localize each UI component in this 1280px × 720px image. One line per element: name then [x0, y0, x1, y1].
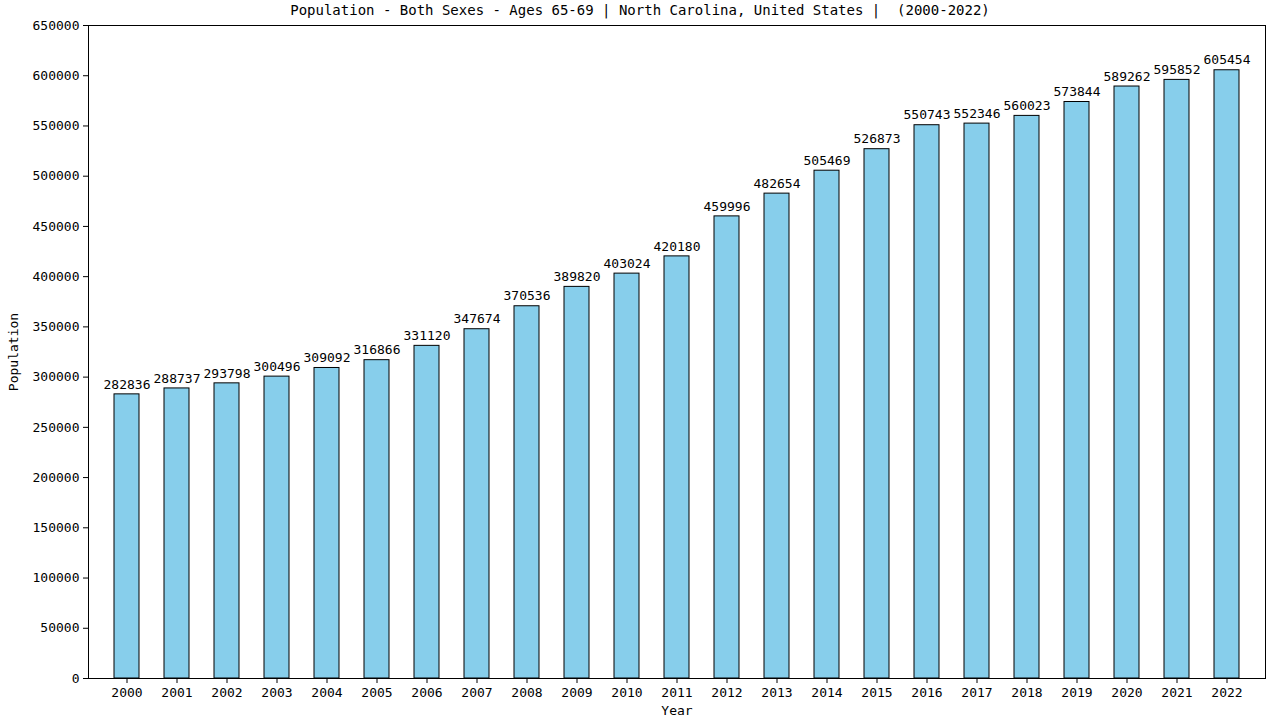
- svg-text:250000: 250000: [33, 420, 80, 435]
- svg-text:300000: 300000: [33, 369, 80, 384]
- svg-text:0: 0: [72, 671, 80, 686]
- svg-text:2021: 2021: [1161, 685, 1192, 700]
- svg-text:2006: 2006: [411, 685, 442, 700]
- svg-text:550000: 550000: [33, 118, 80, 133]
- svg-text:505469: 505469: [804, 153, 851, 168]
- svg-text:650000: 650000: [33, 20, 80, 33]
- svg-text:50000: 50000: [40, 620, 79, 635]
- svg-text:2018: 2018: [1011, 685, 1042, 700]
- svg-text:Year: Year: [661, 703, 692, 718]
- svg-text:309092: 309092: [304, 350, 351, 365]
- html-text:Population - Both Sexes - Ages: Population - Both Sexes - Ages 65-69 | N…: [290, 2, 990, 18]
- svg-text:450000: 450000: [33, 219, 80, 234]
- svg-text:150000: 150000: [33, 520, 80, 535]
- svg-text:550743: 550743: [904, 107, 951, 122]
- svg-text:500000: 500000: [33, 168, 80, 183]
- svg-text:2012: 2012: [711, 685, 742, 700]
- svg-text:605454: 605454: [1204, 52, 1251, 67]
- svg-text:400000: 400000: [33, 269, 80, 284]
- svg-text:2001: 2001: [161, 685, 192, 700]
- svg-text:316866: 316866: [354, 342, 401, 357]
- svg-text:2017: 2017: [961, 685, 992, 700]
- svg-text:200000: 200000: [33, 470, 80, 485]
- svg-text:282836: 282836: [104, 377, 151, 392]
- svg-text:2020: 2020: [1111, 685, 1142, 700]
- svg-text:595852: 595852: [1154, 62, 1201, 77]
- svg-text:288737: 288737: [154, 371, 201, 386]
- svg-text:331120: 331120: [404, 328, 451, 343]
- svg-text:Population: Population: [6, 313, 21, 391]
- svg-text:293798: 293798: [204, 366, 251, 381]
- svg-text:347674: 347674: [454, 311, 501, 326]
- svg-text:420180: 420180: [654, 239, 701, 254]
- svg-text:2010: 2010: [611, 685, 642, 700]
- svg-text:600000: 600000: [33, 68, 80, 83]
- svg-text:2019: 2019: [1061, 685, 1092, 700]
- svg-text:2007: 2007: [461, 685, 492, 700]
- svg-text:2008: 2008: [511, 685, 542, 700]
- svg-text:389820: 389820: [554, 269, 601, 284]
- svg-text:2009: 2009: [561, 685, 592, 700]
- svg-text:2002: 2002: [211, 685, 242, 700]
- svg-text:2004: 2004: [311, 685, 342, 700]
- svg-text:2013: 2013: [761, 685, 792, 700]
- svg-text:2000: 2000: [111, 685, 142, 700]
- svg-text:2016: 2016: [911, 685, 942, 700]
- svg-text:370536: 370536: [504, 288, 551, 303]
- svg-text:2003: 2003: [261, 685, 292, 700]
- svg-text:2005: 2005: [361, 685, 392, 700]
- svg-text:482654: 482654: [754, 176, 801, 191]
- svg-text:589262: 589262: [1104, 69, 1151, 84]
- svg-text:2015: 2015: [861, 685, 892, 700]
- svg-text:573844: 573844: [1054, 84, 1101, 99]
- svg-text:100000: 100000: [33, 570, 80, 585]
- svg-text:560023: 560023: [1004, 98, 1051, 113]
- svg-text:2022: 2022: [1211, 685, 1242, 700]
- svg-text:2011: 2011: [661, 685, 692, 700]
- svg-text:2014: 2014: [811, 685, 842, 700]
- svg-text:459996: 459996: [704, 199, 751, 214]
- svg-text:526873: 526873: [854, 131, 901, 146]
- svg-text:403024: 403024: [604, 256, 651, 271]
- svg-text:350000: 350000: [33, 319, 80, 334]
- svg-text:552346: 552346: [954, 106, 1001, 121]
- svg-text:300496: 300496: [254, 359, 301, 374]
